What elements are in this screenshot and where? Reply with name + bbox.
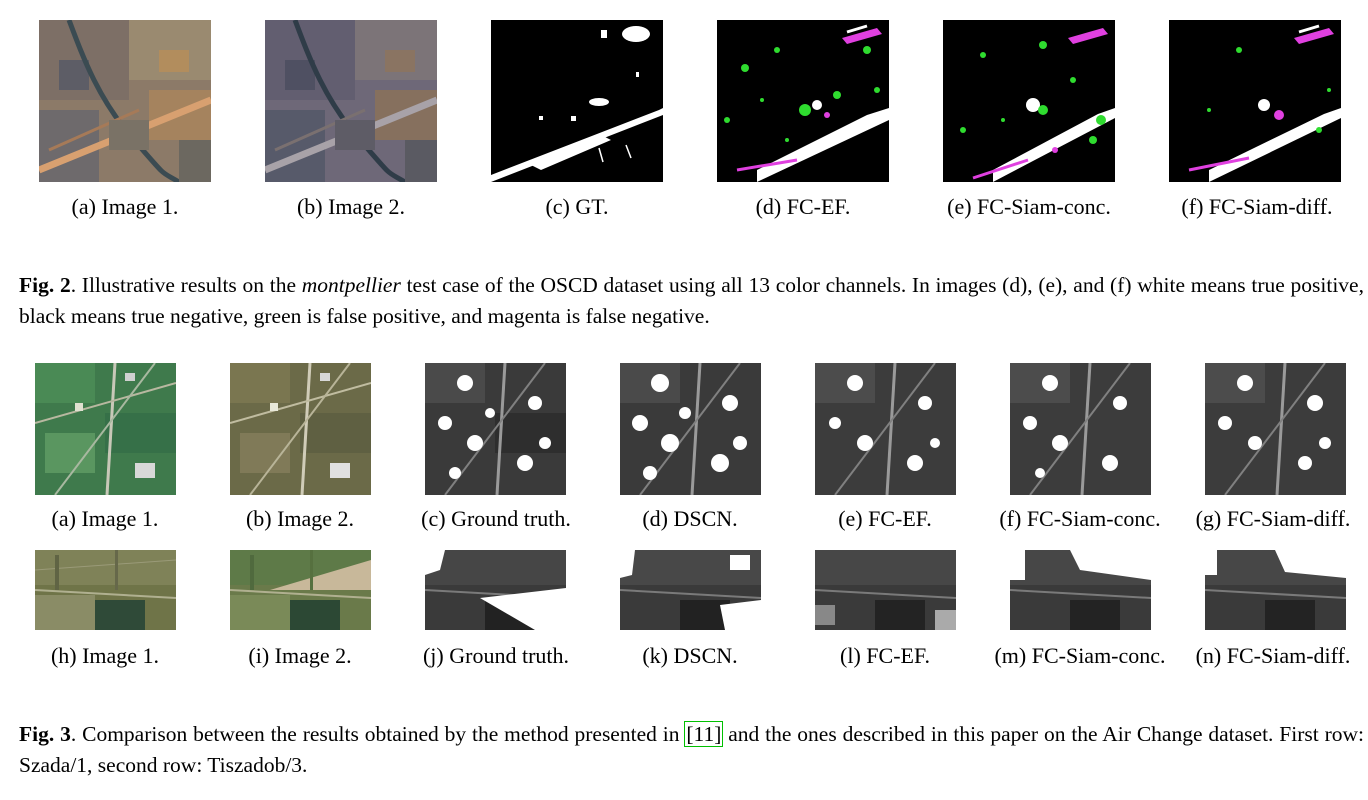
fig2-caption-italic: montpellier xyxy=(301,273,401,297)
fig3-caption-text: Fig. 3. Comparison between the results o… xyxy=(19,719,1364,781)
fig3-caption-part2: and the ones described in this paper on … xyxy=(19,722,1365,777)
fig3-caption-d: (d) DSCN. xyxy=(642,506,738,531)
fig2-caption-part2: test case of the OSCD dataset using all … xyxy=(19,273,1364,328)
fig3-caption-b: (b) Image 2. xyxy=(245,506,355,531)
fig2-caption-c: (c) GT. xyxy=(545,194,609,219)
fig2-caption-f: (f) FC-Siam-diff. xyxy=(1181,194,1333,219)
fig2-caption-part1: . Illustrative results on the xyxy=(70,273,302,297)
fig3-caption-f: (f) FC-Siam-conc. xyxy=(999,506,1161,531)
fig3-caption-k: (k) DSCN. xyxy=(642,643,738,668)
fig2-fc-siam-diff xyxy=(1169,20,1341,182)
fig3-caption-n: (n) FC-Siam-diff. xyxy=(1195,643,1351,668)
fig3-row2-ground-truth xyxy=(425,550,566,630)
fig3-row2-fc-siam-diff xyxy=(1205,550,1346,630)
fig3-caption-g: (g) FC-Siam-diff. xyxy=(1195,506,1351,531)
fig3-caption-e: (e) FC-EF. xyxy=(838,506,932,531)
fig3-row1-fc-siam-conc xyxy=(1010,363,1151,495)
fig3-row2-image-1 xyxy=(35,550,176,630)
fig3-row2-fc-siam-conc xyxy=(1010,550,1151,630)
fig2-fc-siam-conc xyxy=(943,20,1115,182)
fig3-row1-image-1 xyxy=(35,363,176,495)
fig3-row2-image-2 xyxy=(230,550,371,630)
fig2-image-1 xyxy=(39,20,211,182)
citation-link[interactable]: [11] xyxy=(684,721,724,747)
fig3-row2-fc-ef xyxy=(815,550,956,630)
fig2-caption-text: Fig. 2. Illustrative results on the mont… xyxy=(19,270,1364,332)
fig3-caption-i: (i) Image 2. xyxy=(248,643,352,668)
fig2-caption-d: (d) FC-EF. xyxy=(755,194,851,219)
fig3-row1-ground-truth xyxy=(425,363,566,495)
fig3-row1-fc-siam-diff xyxy=(1205,363,1346,495)
fig3-caption-h: (h) Image 1. xyxy=(50,643,160,668)
fig2-ground-truth xyxy=(491,20,663,182)
fig3-caption-c: (c) Ground truth. xyxy=(421,506,571,531)
fig2-caption-b: (b) Image 2. xyxy=(296,194,406,219)
fig3-caption-a: (a) Image 1. xyxy=(51,506,159,531)
fig2-image-2 xyxy=(265,20,437,182)
fig3-row1-fc-ef xyxy=(815,363,956,495)
fig3-row1-image-2 xyxy=(230,363,371,495)
fig3-caption-l: (l) FC-EF. xyxy=(840,643,930,668)
fig2-caption-a: (a) Image 1. xyxy=(71,194,179,219)
fig2-caption-e: (e) FC-Siam-conc. xyxy=(947,194,1111,219)
fig3-caption-j: (j) Ground truth. xyxy=(422,643,570,668)
fig3-label: Fig. 3 xyxy=(19,722,71,746)
fig2-fc-ef xyxy=(717,20,889,182)
fig3-row1-dscn xyxy=(620,363,761,495)
fig3-caption-m: (m) FC-Siam-conc. xyxy=(994,643,1166,668)
fig3-caption-part1: . Comparison between the results obtaine… xyxy=(70,722,686,746)
fig3-row2-dscn xyxy=(620,550,761,630)
fig2-label: Fig. 2 xyxy=(19,273,71,297)
